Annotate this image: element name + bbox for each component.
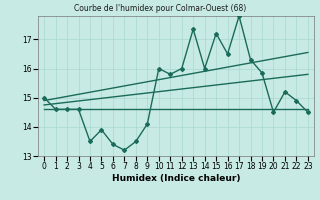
Text: Courbe de l'humidex pour Colmar-Ouest (68): Courbe de l'humidex pour Colmar-Ouest (6… bbox=[74, 4, 246, 13]
X-axis label: Humidex (Indice chaleur): Humidex (Indice chaleur) bbox=[112, 174, 240, 183]
